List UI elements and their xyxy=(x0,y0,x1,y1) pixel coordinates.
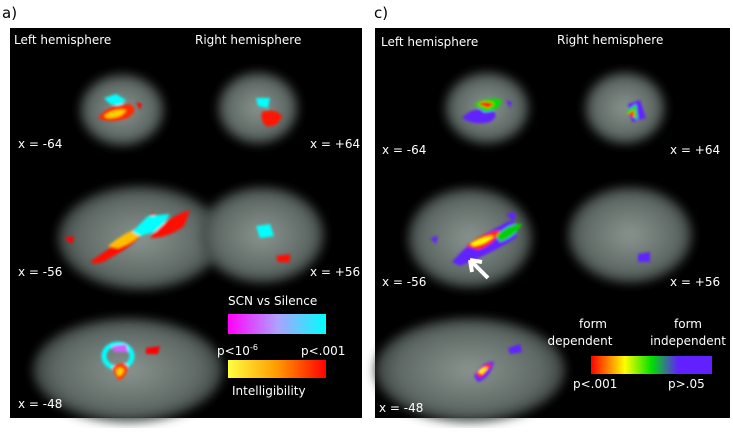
panel-label: a) xyxy=(2,4,17,22)
slice-label: x = -56 xyxy=(18,265,62,279)
legend-low: p<.001 xyxy=(573,377,617,391)
slice-label: x = -64 xyxy=(18,137,62,151)
legend-a: SCN vs Silence p<10-6 p<.001 Intelligibi… xyxy=(217,294,345,398)
legend-title: form xyxy=(674,317,702,331)
legend-high: p<.001 xyxy=(301,344,345,358)
heading: Right hemisphere xyxy=(195,33,301,47)
heading: Left hemisphere xyxy=(14,33,111,47)
heading: Left hemisphere xyxy=(381,35,478,49)
slice-label: x = -48 xyxy=(379,401,423,415)
legend-subtitle: Intelligibility xyxy=(232,384,306,398)
activation-blobs xyxy=(64,94,650,382)
colorbar xyxy=(228,360,326,378)
panel-label: c) xyxy=(374,4,388,22)
colorbar xyxy=(591,356,712,374)
legend-low: p<10-6 xyxy=(217,343,258,358)
slice-label: x = +64 xyxy=(310,137,360,151)
slice-label: x = -48 xyxy=(18,397,62,411)
slice-label: x = -56 xyxy=(382,275,426,289)
slice-labels: x = -64 x = +64 x = -56 x = +56 x = -48 … xyxy=(18,137,720,415)
legend-title: SCN vs Silence xyxy=(228,294,317,308)
low-base: p<10 xyxy=(217,344,250,358)
legend-title: form xyxy=(579,317,607,331)
arrow xyxy=(468,258,490,280)
legend-title: dependent xyxy=(548,334,613,348)
legend-high: p>.05 xyxy=(668,377,705,391)
legend-c: form dependent form independent p<.001 p… xyxy=(548,317,727,391)
slice-label: x = +64 xyxy=(670,143,720,157)
slice-label: x = +56 xyxy=(670,275,720,289)
headings: Left hemisphere Right hemisphere Left he… xyxy=(14,33,663,49)
legend-title: independent xyxy=(650,334,726,348)
colorbar xyxy=(228,314,326,334)
slice-label: x = -64 xyxy=(382,143,426,157)
low-exponent: -6 xyxy=(250,343,258,352)
heading: Right hemisphere xyxy=(557,33,663,47)
slice-label: x = +56 xyxy=(310,265,360,279)
